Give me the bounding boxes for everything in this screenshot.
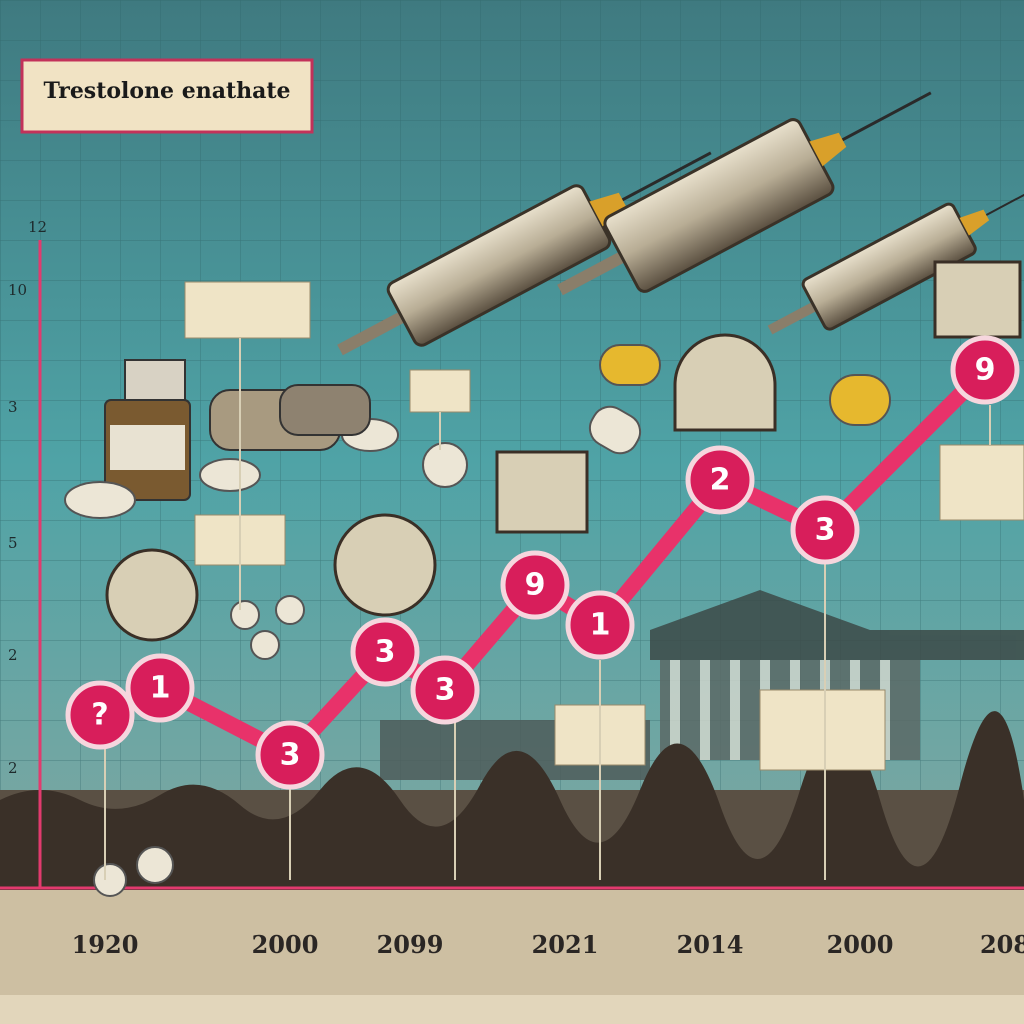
node: [350, 617, 420, 687]
leader-lines: [104, 338, 991, 880]
canisters: [209, 384, 371, 451]
node-label: 1: [150, 671, 171, 706]
timeline-band: [0, 890, 1024, 995]
node-label: 2: [710, 463, 731, 498]
y-label: 2: [8, 646, 18, 664]
node: [65, 680, 135, 750]
pills: [64, 344, 891, 897]
y-label: 10: [8, 281, 27, 299]
y-label: 2: [8, 759, 18, 777]
x-label: 2014: [677, 930, 744, 959]
crowd-silhouette: [0, 711, 1024, 890]
syringe: [337, 151, 712, 356]
title-box: [20, 58, 314, 134]
x-label: 2021: [532, 930, 599, 959]
x-label: 2000: [827, 930, 894, 959]
title: Trestolone enathate: [43, 78, 290, 104]
x-label: 1920: [72, 930, 139, 959]
node-label: 3: [375, 635, 396, 670]
x-label: 2000: [252, 930, 319, 959]
node: [565, 590, 635, 660]
footer-band: [0, 995, 1024, 1024]
node: [410, 655, 480, 725]
node-label: 3: [815, 513, 836, 548]
node: [125, 653, 195, 723]
y-label: 5: [8, 534, 18, 552]
node-label: 3: [435, 673, 456, 708]
x-label: 2099: [377, 930, 444, 959]
node: [255, 720, 325, 790]
node: [950, 335, 1020, 405]
syringe: [767, 188, 1024, 335]
vignettes: [105, 260, 1022, 642]
node-label: 1: [590, 608, 611, 643]
node: [685, 445, 755, 515]
node-label: 9: [975, 353, 996, 388]
node: [500, 550, 570, 620]
node-label: ?: [91, 698, 108, 733]
node-label: 3: [280, 738, 301, 773]
x-label: 208: [980, 930, 1024, 959]
trend-line: [96, 364, 991, 763]
syringe: [557, 91, 932, 296]
node: [790, 495, 860, 565]
vial: [104, 359, 191, 501]
y-label: 3: [8, 398, 18, 416]
y-label: 12: [28, 218, 47, 236]
node-label: 9: [525, 568, 546, 603]
